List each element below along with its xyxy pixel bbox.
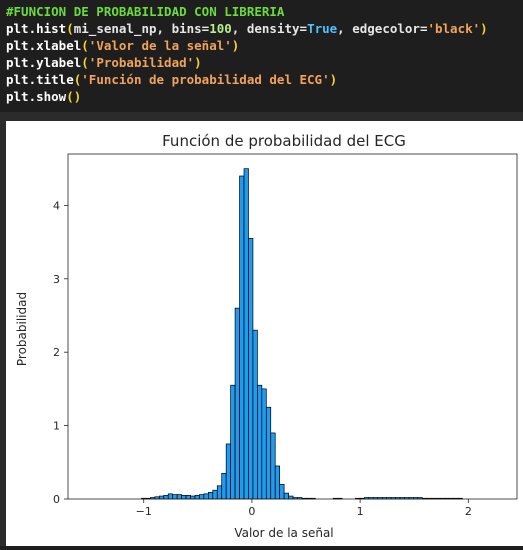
y-tick-label: 0 [53, 493, 60, 506]
histogram-bar [194, 494, 200, 500]
histogram-bar [181, 494, 187, 500]
code-paren-close: ) [329, 72, 338, 87]
code-paren-open: ( [73, 72, 82, 87]
histogram-bar [265, 406, 272, 500]
y-axis-label: Probabilidad [15, 292, 29, 366]
code-cell[interactable]: #FUNCION DE PROBABILIDAD CON LIBRERIA pl… [0, 0, 523, 112]
histogram-bar [243, 168, 249, 500]
code-line-hist: plt.hist(mi_senal_np, bins=100, density=… [6, 20, 517, 37]
code-line-title: plt.title('Función de probabilidad del E… [6, 71, 517, 88]
code-fn-hist: plt.hist [6, 21, 67, 36]
histogram-bar [257, 384, 263, 500]
code-str-black: 'black' [427, 21, 481, 36]
histogram-bar [279, 483, 285, 500]
x-ticks-group: −1 0 1 2 [136, 499, 472, 518]
code-paren-open: ( [66, 89, 74, 104]
histogram-bar [158, 495, 165, 500]
code-paren-close: ) [194, 55, 202, 70]
code-paren-close: ) [480, 21, 488, 36]
code-paren-open: ( [81, 38, 89, 53]
axes-frame [67, 153, 518, 500]
histogram-bar [234, 307, 240, 500]
y-tick-label: 1 [53, 420, 60, 433]
code-line-ylabel: plt.ylabel('Probabilidad') [6, 54, 517, 71]
code-fn-show: plt.show [6, 89, 67, 104]
histogram-bar [185, 494, 191, 500]
histogram-bar [288, 495, 294, 500]
histogram-chart: Función de probabilidad del ECG −1 0 1 2 0 1… [15, 132, 518, 540]
code-paren-close: ) [231, 38, 240, 53]
code-line-comment: #FUNCION DE PROBABILIDAD CON LIBRERIA [6, 3, 517, 20]
histogram-bar [270, 432, 276, 500]
x-tick-label: −1 [136, 505, 152, 518]
bars-group [141, 168, 463, 500]
x-tick-label: 2 [465, 505, 472, 518]
x-tick-label: 1 [357, 505, 364, 518]
y-tick-label: 4 [53, 199, 60, 212]
histogram-bar [248, 238, 254, 500]
histogram-bar [261, 388, 267, 500]
code-paren-open: ( [81, 55, 89, 70]
histogram-bar [207, 492, 214, 500]
y-ticks-group: 0 1 2 3 4 [53, 199, 68, 506]
histogram-bar [212, 489, 218, 500]
histogram-bar [225, 443, 231, 500]
code-str-ylabel: 'Probabilidad' [88, 55, 195, 70]
code-comment: #FUNCION DE PROBABILIDAD CON LIBRERIA [6, 4, 285, 19]
chart-title: Función de probabilidad del ECG [162, 132, 406, 150]
histogram-bar [252, 329, 258, 500]
code-str-title: 'Función de probabilidad del ECG' [81, 72, 330, 87]
code-paren-open: ( [66, 21, 74, 36]
histogram-bar [190, 495, 196, 500]
code-arg-density: , density= [231, 21, 308, 36]
histogram-bar [221, 472, 227, 500]
histogram-bar [283, 492, 289, 500]
code-fn-xlabel: plt.xlabel [6, 38, 82, 53]
y-tick-label: 2 [53, 346, 60, 359]
code-arg-edge: , edgecolor= [337, 21, 428, 36]
code-str-xlabel: 'Valor de la señal' [88, 38, 232, 53]
code-arg-var: mi_senal_np, bins= [73, 21, 210, 36]
x-axis-label: Valor de la señal [234, 526, 333, 540]
code-line-xlabel: plt.xlabel('Valor de la señal') [6, 37, 517, 54]
histogram-bar [176, 494, 182, 500]
histogram-bar [172, 494, 178, 500]
figure: Función de probabilidad del ECG −1 0 1 2 0 1… [6, 121, 523, 546]
histogram-bar [199, 494, 205, 500]
histogram-bar [239, 175, 245, 500]
histogram-bar [274, 465, 281, 500]
histogram-bar [216, 485, 223, 500]
histogram-bar [230, 384, 236, 500]
histogram-bar [163, 494, 169, 500]
histogram-bar [203, 493, 209, 500]
histogram-bar [167, 493, 174, 500]
code-paren-close: ) [73, 89, 82, 104]
code-kw-true: True [307, 21, 338, 36]
code-num-bins: 100 [209, 21, 232, 36]
y-tick-label: 3 [53, 273, 60, 286]
code-fn-title: plt.title [6, 72, 74, 87]
x-tick-label: 0 [248, 505, 255, 518]
code-fn-ylabel: plt.ylabel [6, 55, 82, 70]
code-line-show: plt.show() [6, 88, 517, 105]
